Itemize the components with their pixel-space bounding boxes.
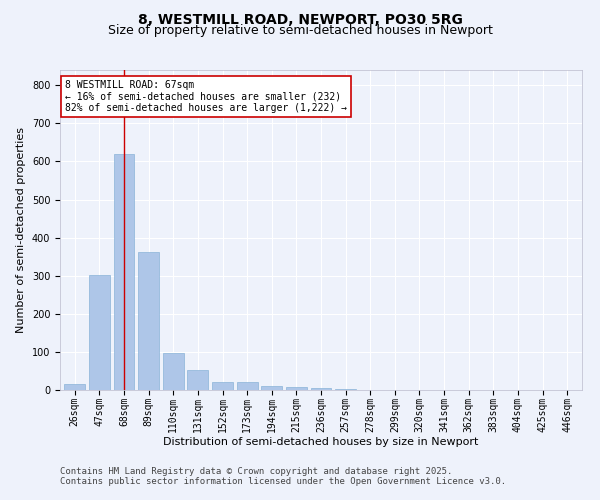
Text: Size of property relative to semi-detached houses in Newport: Size of property relative to semi-detach… <box>107 24 493 37</box>
Text: 8, WESTMILL ROAD, NEWPORT, PO30 5RG: 8, WESTMILL ROAD, NEWPORT, PO30 5RG <box>137 12 463 26</box>
Text: Contains HM Land Registry data © Crown copyright and database right 2025.: Contains HM Land Registry data © Crown c… <box>60 467 452 476</box>
Bar <box>286 386 307 390</box>
Text: Contains public sector information licensed under the Open Government Licence v3: Contains public sector information licen… <box>60 477 506 486</box>
Bar <box>64 384 85 390</box>
Bar <box>311 388 331 390</box>
Bar <box>187 370 208 390</box>
Text: 8 WESTMILL ROAD: 67sqm
← 16% of semi-detached houses are smaller (232)
82% of se: 8 WESTMILL ROAD: 67sqm ← 16% of semi-det… <box>65 80 347 113</box>
Y-axis label: Number of semi-detached properties: Number of semi-detached properties <box>16 127 26 333</box>
Bar <box>138 252 159 390</box>
Bar <box>113 154 134 390</box>
Bar <box>335 389 356 390</box>
X-axis label: Distribution of semi-detached houses by size in Newport: Distribution of semi-detached houses by … <box>163 437 479 447</box>
Bar <box>163 352 184 390</box>
Bar <box>236 382 257 390</box>
Bar <box>89 275 110 390</box>
Bar <box>261 386 282 390</box>
Bar <box>212 382 233 390</box>
